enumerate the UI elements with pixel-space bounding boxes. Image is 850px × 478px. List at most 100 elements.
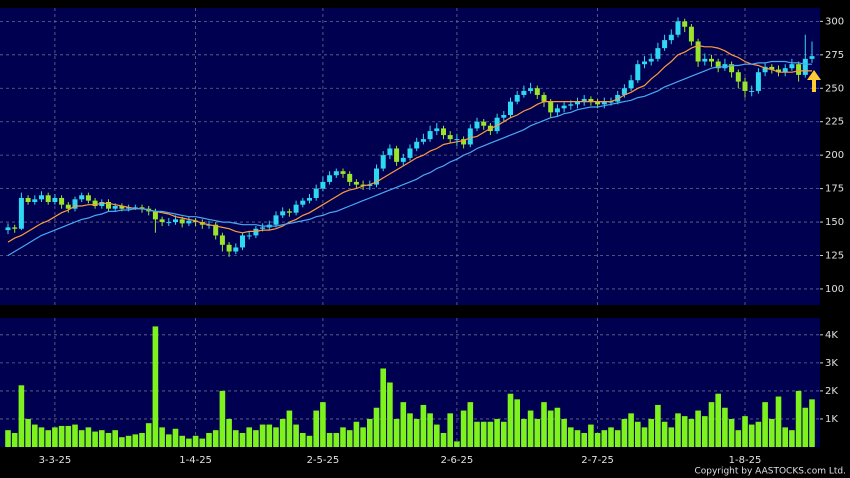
volume-bar (762, 402, 768, 447)
candle-body (742, 81, 748, 91)
candle-body (360, 184, 366, 186)
volume-bar (340, 427, 346, 447)
y-tick-label: 250 (825, 83, 844, 94)
volume-bar (199, 438, 206, 447)
volume-bar (172, 428, 179, 447)
candle-body (340, 171, 346, 174)
candle-body (554, 108, 560, 113)
volume-bar (769, 418, 775, 447)
candle-body (514, 94, 520, 102)
candle-body (548, 101, 554, 113)
volume-bar (742, 416, 748, 447)
candle-body (374, 168, 379, 185)
candle-body (789, 64, 795, 69)
volume-bar (715, 393, 721, 447)
volume-bar (661, 421, 668, 447)
volume-bar (159, 427, 165, 447)
candle-body (628, 80, 634, 89)
volume-bar (239, 432, 246, 447)
candle-body (729, 64, 735, 73)
volume-bar (387, 382, 393, 447)
volume-bar (487, 421, 494, 447)
volume-bar (601, 430, 608, 447)
volume-bar (420, 404, 427, 447)
volume-bar (467, 402, 474, 447)
candle-body (575, 101, 580, 105)
volume-bar (702, 416, 708, 447)
candle-body (709, 58, 714, 62)
volume-bar (145, 423, 152, 447)
candle-body (494, 117, 500, 132)
candle-body (755, 72, 761, 91)
candle-body (735, 72, 741, 82)
y-tick-label: 3K (825, 358, 838, 369)
candle-body (541, 94, 547, 102)
volume-bar (641, 427, 648, 447)
candle-body (327, 175, 333, 182)
candle-body (501, 115, 507, 118)
volume-bar (574, 430, 581, 447)
candle-body (273, 215, 279, 225)
volume-bar (454, 441, 460, 447)
candle-body (260, 227, 266, 229)
candle-body (621, 88, 627, 95)
volume-bar (219, 390, 226, 447)
volume-bar (588, 424, 594, 447)
y-tick-label: 300 (825, 16, 844, 27)
candle-body (508, 101, 513, 116)
candle-body (427, 131, 433, 140)
volume-bar (514, 399, 520, 447)
candle-body (85, 195, 91, 201)
volume-bar (233, 430, 239, 447)
x-tick-label: 2-5-25 (307, 455, 340, 466)
mark-layer (5, 17, 815, 447)
candle-body (461, 139, 467, 145)
candle-body (45, 195, 51, 202)
volume-bar (65, 425, 72, 447)
volume-bar (259, 424, 266, 447)
volume-bar (246, 427, 252, 447)
candle-body (320, 181, 326, 189)
candle-body (119, 206, 125, 209)
candle-body (213, 224, 219, 236)
volume-bar (179, 435, 185, 447)
volume-bar (480, 421, 487, 447)
volume-bar (527, 410, 534, 447)
volume-bar (434, 424, 440, 447)
volume-bar (440, 432, 447, 447)
volume-bar (728, 418, 735, 447)
volume-bar (266, 424, 273, 447)
candle-body (648, 58, 654, 62)
volume-bar (809, 399, 815, 447)
volume-bar (45, 430, 51, 447)
candle-body (293, 204, 299, 213)
x-tick-label: 3-3-25 (39, 455, 72, 466)
volume-bar (695, 410, 701, 447)
volume-bar (795, 390, 802, 447)
volume-bar (621, 418, 628, 447)
volume-bar (286, 410, 293, 447)
candle-body (380, 155, 386, 169)
candle-body (688, 26, 694, 42)
x-tick-label: 1-8-25 (729, 455, 762, 466)
volume-bar (775, 396, 782, 447)
volume-bar (152, 326, 159, 447)
candle-body (387, 148, 393, 156)
volume-bar (474, 421, 480, 447)
candle-body (286, 211, 292, 213)
candle-body (92, 200, 98, 206)
candle-body (635, 64, 641, 81)
candle-body (300, 200, 306, 205)
volume-bar (192, 435, 199, 447)
candle-body (414, 141, 420, 149)
candle-body (32, 199, 38, 202)
volume-bar (326, 432, 333, 447)
candle-body (521, 90, 527, 95)
volume-bar (755, 421, 762, 447)
volume-bar (139, 432, 145, 447)
candle-body (400, 157, 406, 162)
volume-bar (561, 418, 567, 447)
volume-bar (748, 424, 755, 447)
candle-body (25, 197, 31, 202)
volume-bar (58, 425, 65, 447)
